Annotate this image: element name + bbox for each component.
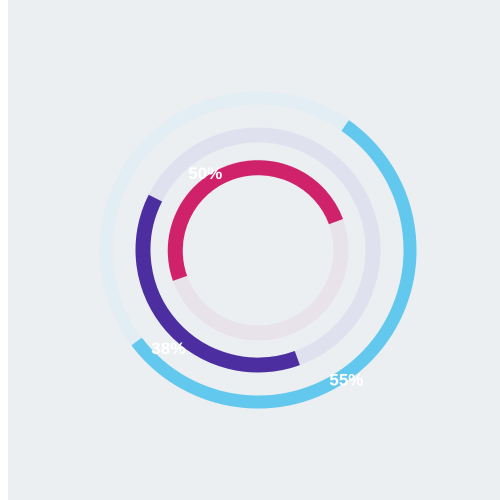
chart-background	[8, 0, 500, 500]
ring-label-1: 55%	[329, 370, 363, 389]
ring-arcs	[131, 120, 417, 409]
ring-labels: 55% 38% 50%	[151, 164, 363, 389]
ring-label-3: 50%	[188, 164, 222, 183]
ring-arc-2	[135, 194, 300, 373]
ring-label-2: 38%	[151, 339, 185, 358]
ring-arc-3	[167, 160, 344, 281]
ring-arc-1	[131, 120, 417, 409]
